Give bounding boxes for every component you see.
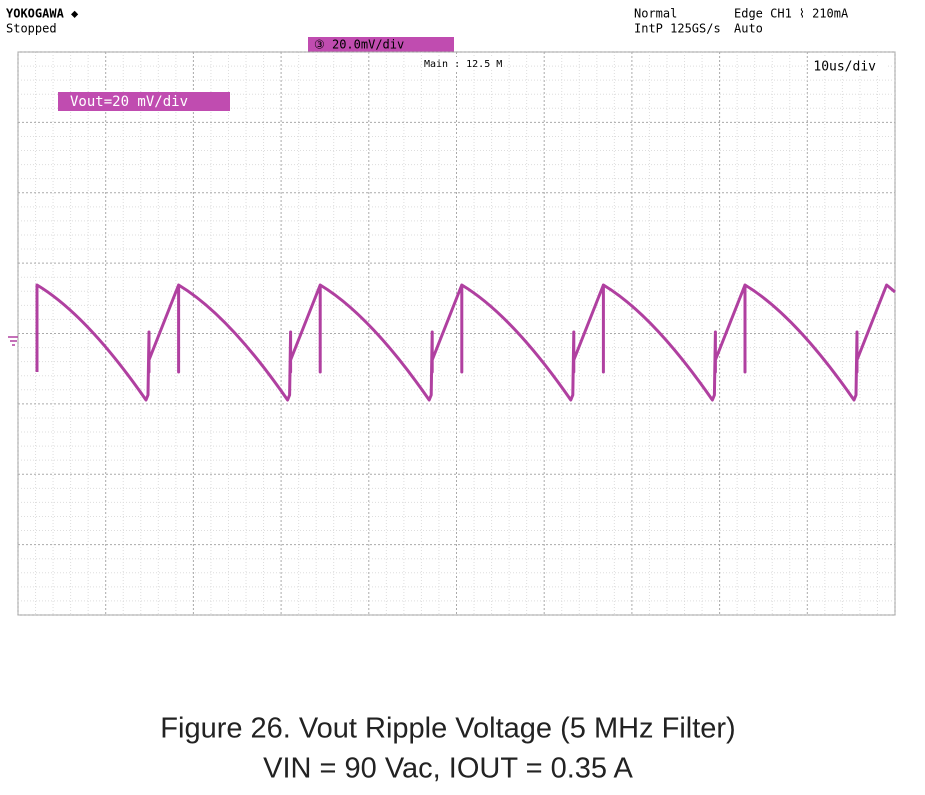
caption-line-2: VIN = 90 Vac, IOUT = 0.35 A [263,753,633,785]
brand: YOKOGAWA ◆ [6,7,79,21]
waveform [35,283,896,402]
timebase-bg [808,57,888,75]
channel-label: Vout=20 mV/div [70,94,188,110]
record-length: Main : 12.5 M [424,59,502,70]
timebase: 10us/div [813,60,876,75]
record-bg [422,57,500,70]
trigger-mode: Auto [734,22,763,36]
channel-badge [308,37,454,52]
sample-rate: IntP 125GS/s [634,22,721,36]
mode: Normal [634,7,677,21]
ground-marker [8,336,18,346]
status: Stopped [6,22,57,36]
channel-scale: ③ 20.0mV/div [314,38,404,52]
trigger: Edge CH1 ⌇ 210mA [734,7,849,21]
caption-line-1: Figure 26. Vout Ripple Voltage (5 MHz Fi… [160,713,735,745]
label-badge [58,92,230,111]
